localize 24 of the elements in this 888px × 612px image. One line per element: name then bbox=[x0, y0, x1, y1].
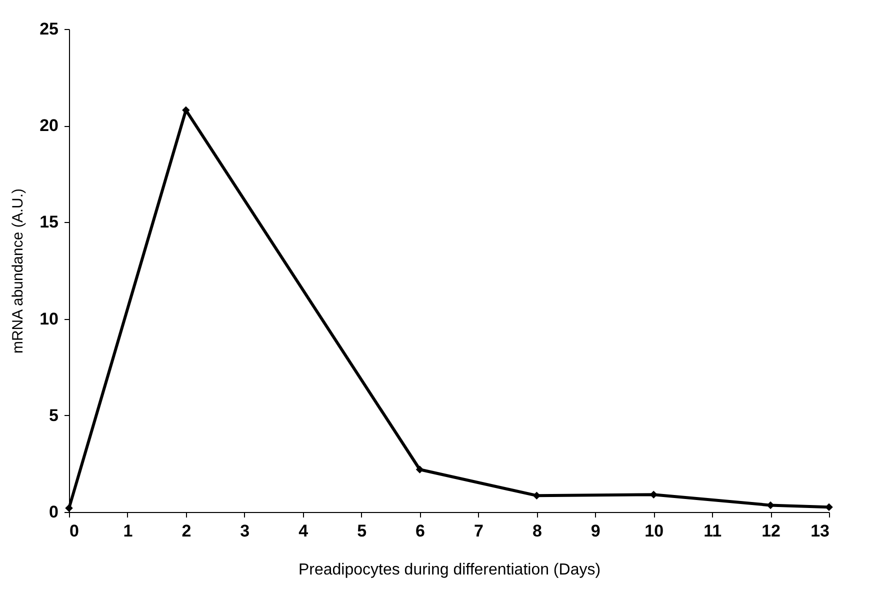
x-tick-label: 3 bbox=[240, 522, 250, 540]
y-tick-label: 25 bbox=[40, 20, 58, 38]
x-tick-label: 9 bbox=[590, 522, 600, 540]
x-axis-title: Preadipocytes during differentiation (Days) bbox=[298, 562, 601, 578]
x-tick-label: 6 bbox=[416, 522, 426, 540]
x-tick-label: 7 bbox=[474, 522, 484, 540]
x-tick-label: 4 bbox=[298, 522, 309, 540]
x-tick-label: 2 bbox=[182, 522, 192, 540]
x-tick-label: 12 bbox=[762, 522, 780, 540]
x-tick-label: 5 bbox=[357, 522, 367, 540]
x-tick-label: 1 bbox=[123, 522, 133, 540]
x-tick-label: 10 bbox=[644, 522, 664, 540]
point bbox=[182, 106, 190, 114]
y-tick-label: 10 bbox=[40, 309, 58, 328]
y-tick-label: 0 bbox=[49, 502, 58, 522]
x-tick-label: 13 bbox=[810, 522, 830, 540]
y-tick-label: 5 bbox=[49, 406, 58, 425]
y-tick-label: 15 bbox=[40, 212, 58, 232]
y-axis-title: mRNA abundance (A.U.) bbox=[10, 188, 27, 354]
x-tick-label: 8 bbox=[532, 522, 542, 540]
point bbox=[416, 466, 424, 474]
x-tick-label: 0 bbox=[70, 522, 79, 540]
x-tick-label: 11 bbox=[704, 522, 722, 540]
y-tick-label: 20 bbox=[40, 116, 58, 136]
